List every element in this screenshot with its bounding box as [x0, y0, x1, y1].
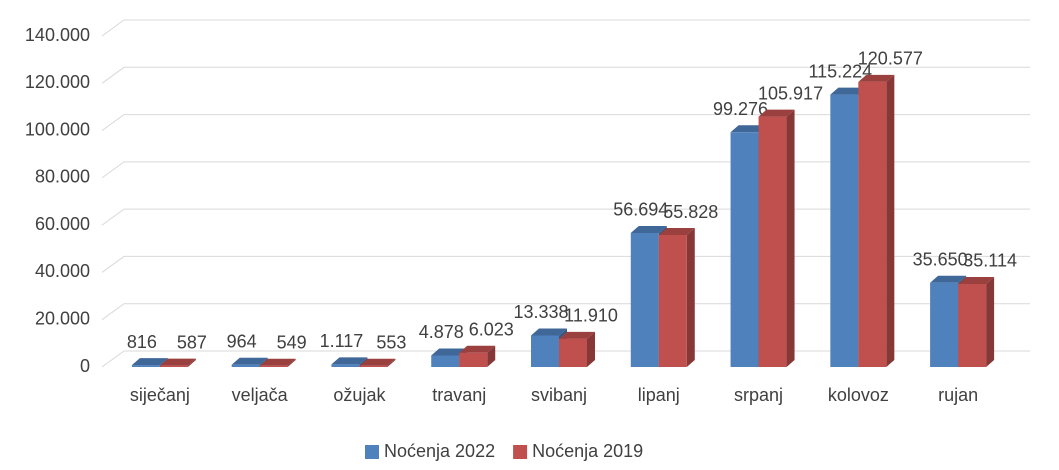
legend-label: Noćenja 2022	[384, 441, 495, 461]
data-label: 56.694	[613, 200, 668, 220]
data-label: 816	[127, 332, 157, 352]
bar-side	[886, 74, 895, 368]
data-label: 964	[227, 331, 257, 351]
x-tick-label: veljača	[232, 385, 289, 405]
bar-top	[359, 358, 396, 366]
x-tick-label: rujan	[938, 385, 978, 405]
x-tick-label: srpanj	[734, 385, 783, 405]
bar-top	[331, 357, 368, 365]
y-tick-label: 140.000	[25, 25, 90, 45]
bar	[131, 365, 160, 367]
bar	[359, 365, 388, 367]
bar	[159, 365, 188, 367]
grid-line	[101, 255, 1030, 273]
data-label: 115.224	[808, 61, 872, 81]
legend-label: Noćenja 2019	[532, 441, 643, 461]
grid-line	[101, 19, 1030, 37]
bar-top	[131, 358, 168, 366]
bar-top	[830, 87, 867, 95]
legend-swatch	[365, 445, 379, 459]
x-tick-label: lipanj	[638, 385, 680, 405]
bar	[830, 94, 859, 367]
bar-top	[630, 225, 667, 233]
bar	[758, 116, 787, 368]
bar-side	[986, 276, 995, 367]
bar-top	[858, 74, 895, 82]
x-tick-label: kolovoz	[828, 385, 889, 405]
x-tick-label: siječanj	[130, 385, 190, 405]
x-tick-label: travanj	[432, 385, 486, 405]
bar	[231, 364, 260, 367]
bar-top	[958, 276, 995, 284]
bar	[331, 364, 360, 367]
bar	[858, 81, 887, 368]
y-tick-label: 40.000	[35, 261, 90, 281]
data-label: 1.117	[320, 331, 364, 351]
bar	[259, 365, 288, 367]
bar	[531, 335, 559, 367]
bar-top	[658, 228, 695, 236]
bar-side	[786, 109, 795, 368]
bar-side	[187, 358, 196, 367]
data-label: 55.828	[663, 202, 718, 222]
bar-top	[730, 125, 767, 133]
bar-top	[431, 348, 468, 356]
grid-line	[101, 161, 1030, 179]
bar	[630, 232, 659, 367]
y-tick-label: 120.000	[25, 72, 90, 92]
data-label: 35.650	[913, 249, 968, 269]
data-label: 120.577	[858, 49, 923, 69]
data-label: 587	[177, 332, 207, 352]
bar-side	[287, 358, 296, 367]
y-tick-label: 20.000	[35, 308, 90, 328]
data-label: 4.878	[419, 322, 464, 342]
grid-line	[101, 303, 1030, 321]
data-label: 105.917	[758, 83, 823, 103]
bar	[730, 132, 759, 367]
bar-side	[686, 228, 695, 367]
data-label: 553	[376, 332, 406, 352]
bar-top	[159, 358, 196, 366]
data-label: 13.338	[513, 302, 568, 322]
x-tick-label: svibanj	[531, 385, 587, 405]
data-label: 11.910	[564, 306, 618, 326]
data-label: 6.023	[469, 320, 514, 340]
bar	[431, 355, 460, 367]
data-label: 35.114	[963, 251, 1017, 271]
y-tick-label: 0	[80, 356, 90, 376]
y-tick-label: 60.000	[35, 214, 90, 234]
bar	[958, 283, 987, 367]
y-tick-label: 80.000	[35, 167, 90, 187]
bar-side	[587, 331, 595, 367]
grid-line	[101, 114, 1030, 131]
y-tick-label: 100.000	[25, 119, 90, 139]
bar-top	[930, 275, 967, 283]
bar	[559, 338, 587, 367]
bar-top	[259, 358, 296, 366]
bar-top	[758, 109, 795, 117]
bar	[930, 282, 959, 367]
bar-top	[559, 331, 595, 339]
bar-top	[531, 328, 567, 336]
data-label: 99.276	[713, 99, 768, 119]
bar	[658, 235, 687, 367]
data-label: 549	[277, 332, 307, 352]
bar-side	[487, 345, 496, 367]
grid-line	[101, 350, 1030, 368]
bar-top	[459, 345, 496, 353]
x-tick-label: ožujak	[333, 385, 386, 405]
grid-line	[101, 208, 1030, 226]
bar	[459, 352, 488, 367]
bar-top	[231, 357, 268, 365]
bar-side	[387, 358, 396, 367]
legend-swatch	[513, 445, 528, 459]
grid-line	[101, 66, 1030, 84]
